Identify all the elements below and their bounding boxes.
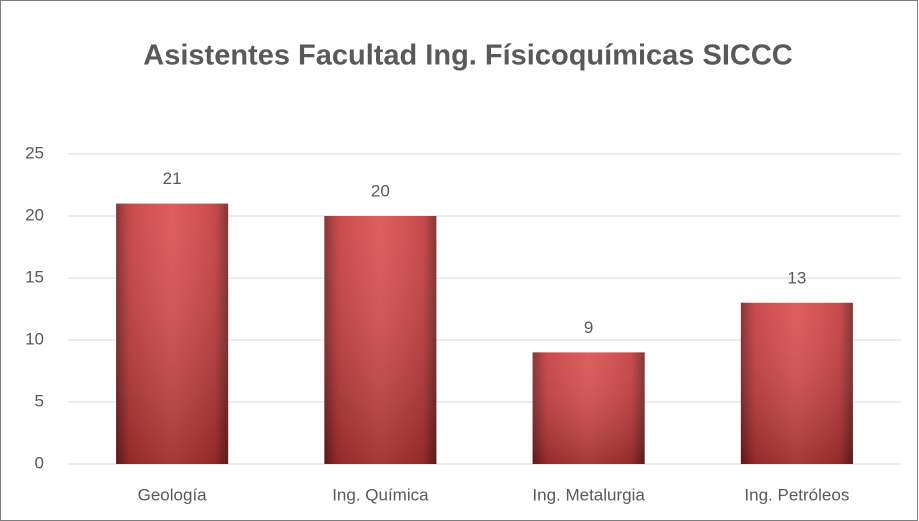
data-label: 21 [163,169,182,188]
y-tick-label: 15 [25,267,44,286]
data-label: 13 [787,268,806,287]
bar-shade [532,352,645,464]
y-tick-label: 25 [25,143,44,162]
x-tick-label: Geología [138,485,208,504]
y-tick-label: 10 [25,329,44,348]
y-tick-label: 5 [35,391,44,410]
y-tick-label: 20 [25,205,44,224]
x-tick-label: Ing. Química [332,485,429,504]
data-label: 20 [371,181,390,200]
x-tick-label: Ing. Metalurgia [532,485,645,504]
bar-shade [116,203,229,464]
data-label: 9 [584,318,593,337]
bar-shade [324,216,437,464]
x-tick-label: Ing. Petróleos [744,485,849,504]
bar-shade [740,302,853,464]
chart-title: Asistentes Facultad Ing. Físicoquímicas … [143,40,792,72]
y-tick-label: 0 [35,453,44,472]
